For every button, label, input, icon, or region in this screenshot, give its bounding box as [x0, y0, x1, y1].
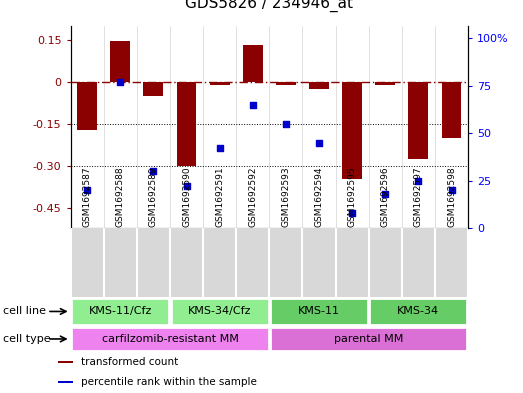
- Text: KMS-34: KMS-34: [397, 307, 439, 316]
- Bar: [177, 82, 197, 166]
- Bar: [58, 361, 73, 364]
- Text: cell type: cell type: [3, 334, 50, 344]
- Text: KMS-11/Cfz: KMS-11/Cfz: [88, 307, 152, 316]
- Bar: [342, 82, 362, 179]
- Bar: [58, 381, 73, 383]
- Point: [282, 120, 290, 127]
- Point: [215, 145, 224, 151]
- Bar: [270, 298, 368, 325]
- Text: percentile rank within the sample: percentile rank within the sample: [82, 377, 257, 387]
- Text: KMS-11: KMS-11: [298, 307, 340, 316]
- Bar: [143, 82, 163, 96]
- Bar: [276, 82, 296, 84]
- Point: [116, 79, 124, 85]
- Point: [381, 191, 390, 197]
- Point: [414, 177, 423, 184]
- Bar: [369, 298, 468, 325]
- Point: [348, 209, 356, 216]
- Text: transformed count: transformed count: [82, 357, 179, 367]
- Point: [447, 187, 456, 193]
- Bar: [170, 298, 269, 325]
- Bar: [71, 298, 169, 325]
- Text: KMS-34/Cfz: KMS-34/Cfz: [188, 307, 252, 316]
- Bar: [210, 82, 230, 84]
- Bar: [77, 82, 97, 130]
- Bar: [71, 327, 269, 351]
- Point: [83, 187, 92, 193]
- Point: [149, 168, 157, 174]
- Text: parental MM: parental MM: [334, 334, 403, 344]
- Text: cell line: cell line: [3, 307, 46, 316]
- Text: GDS5826 / 234946_at: GDS5826 / 234946_at: [185, 0, 354, 12]
- Bar: [408, 82, 428, 159]
- Bar: [110, 41, 130, 82]
- Bar: [376, 82, 395, 84]
- Bar: [270, 327, 468, 351]
- Point: [183, 183, 191, 189]
- Bar: [441, 82, 461, 138]
- Bar: [243, 45, 263, 82]
- Point: [315, 140, 323, 146]
- Text: carfilzomib-resistant MM: carfilzomib-resistant MM: [101, 334, 238, 344]
- Point: [248, 101, 257, 108]
- Bar: [309, 82, 329, 89]
